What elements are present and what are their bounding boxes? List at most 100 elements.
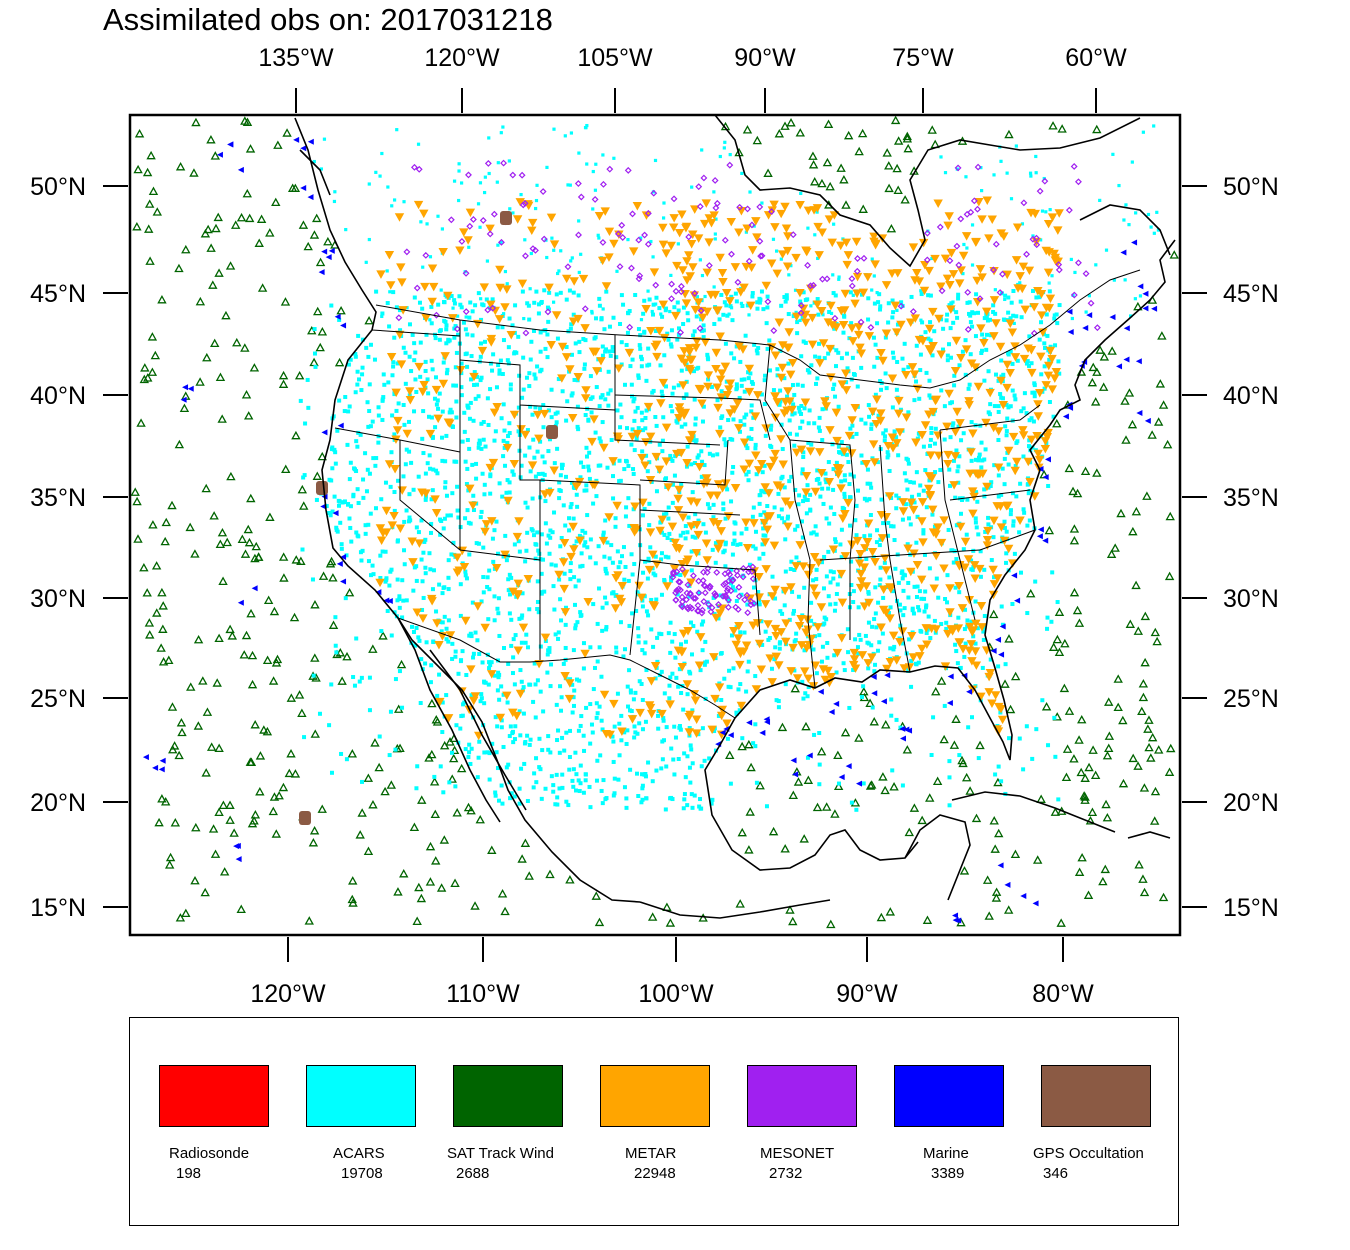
obs-marker [970, 263, 975, 267]
obs-marker [593, 316, 598, 321]
obs-marker [839, 527, 844, 532]
obs-marker [792, 392, 797, 397]
obs-marker [1066, 308, 1073, 315]
obs-marker [891, 656, 902, 665]
obs-marker [885, 450, 890, 455]
obs-marker [643, 426, 648, 431]
obs-marker [565, 875, 575, 884]
obs-marker [699, 622, 704, 627]
obs-marker [504, 765, 509, 770]
obs-marker [512, 682, 517, 687]
obs-marker [540, 235, 548, 243]
obs-marker [1136, 409, 1143, 416]
obs-marker [429, 777, 440, 786]
obs-marker [951, 336, 962, 346]
obs-marker [564, 418, 569, 423]
obs-marker [430, 809, 440, 819]
obs-marker [390, 465, 400, 474]
obs-marker [679, 368, 684, 373]
obs-marker [901, 367, 906, 372]
obs-marker [664, 764, 669, 769]
obs-marker [924, 603, 929, 608]
obs-marker [744, 689, 749, 694]
obs-marker [732, 538, 737, 543]
obs-marker [895, 322, 900, 327]
obs-marker [854, 330, 864, 340]
obs-marker [527, 461, 538, 470]
obs-marker [1043, 371, 1054, 381]
obs-marker [925, 492, 935, 501]
obs-marker [873, 585, 878, 590]
obs-marker [776, 514, 781, 519]
obs-marker [610, 345, 615, 350]
obs-marker [1041, 177, 1049, 185]
obs-marker [481, 520, 492, 529]
obs-marker [533, 376, 538, 381]
obs-marker [817, 782, 822, 787]
obs-marker [527, 226, 537, 236]
obs-marker [820, 560, 825, 565]
obs-marker [390, 373, 395, 378]
obs-marker [931, 715, 936, 720]
obs-marker [1006, 462, 1011, 467]
obs-marker [996, 409, 1001, 414]
obs-marker [926, 451, 936, 460]
obs-marker [951, 458, 956, 463]
obs-marker [1004, 881, 1011, 888]
obs-marker [641, 311, 646, 316]
obs-marker [1003, 662, 1008, 667]
obs-marker [1150, 627, 1161, 637]
obs-marker [471, 655, 476, 660]
obs-marker [402, 562, 407, 567]
obs-marker [552, 607, 557, 612]
obs-marker [677, 560, 688, 569]
obs-marker [532, 455, 537, 460]
obs-marker [744, 739, 754, 749]
obs-marker [414, 625, 419, 630]
obs-marker [1064, 706, 1075, 715]
obs-marker [176, 718, 187, 727]
obs-marker [532, 372, 537, 377]
obs-marker [615, 691, 620, 696]
obs-marker [1075, 178, 1082, 186]
obs-marker [782, 262, 793, 271]
obs-marker [601, 153, 605, 157]
obs-marker [634, 608, 639, 613]
obs-marker [659, 632, 664, 637]
obs-marker [512, 542, 517, 547]
obs-marker [730, 437, 735, 442]
obs-marker [636, 593, 647, 603]
obs-marker [903, 726, 910, 733]
obs-marker [1023, 250, 1031, 258]
obs-marker [225, 815, 235, 824]
obs-marker [509, 791, 514, 796]
obs-marker [678, 381, 688, 390]
obs-marker [546, 425, 558, 439]
obs-marker [1057, 303, 1062, 308]
obs-marker [317, 804, 327, 813]
obs-marker [985, 388, 995, 398]
obs-marker [1051, 368, 1062, 377]
obs-marker [814, 251, 824, 260]
obs-marker [1082, 325, 1089, 332]
obs-marker [866, 666, 871, 671]
obs-marker [1064, 463, 1074, 473]
obs-marker [167, 702, 178, 711]
obs-marker [433, 332, 438, 337]
obs-marker [996, 473, 1001, 478]
obs-marker [517, 279, 528, 289]
obs-marker [257, 283, 268, 292]
obs-marker [612, 724, 617, 729]
obs-marker [336, 503, 341, 508]
gulf-of-california-coastline [429, 649, 527, 811]
obs-marker [867, 653, 877, 662]
obs-marker [492, 594, 497, 599]
obs-marker [321, 429, 328, 436]
obs-marker [507, 480, 512, 485]
obs-marker [577, 789, 582, 794]
obs-marker [980, 188, 984, 193]
obs-marker [700, 598, 708, 605]
obs-marker [391, 360, 396, 365]
obs-marker [652, 281, 660, 289]
obs-marker [673, 735, 678, 740]
